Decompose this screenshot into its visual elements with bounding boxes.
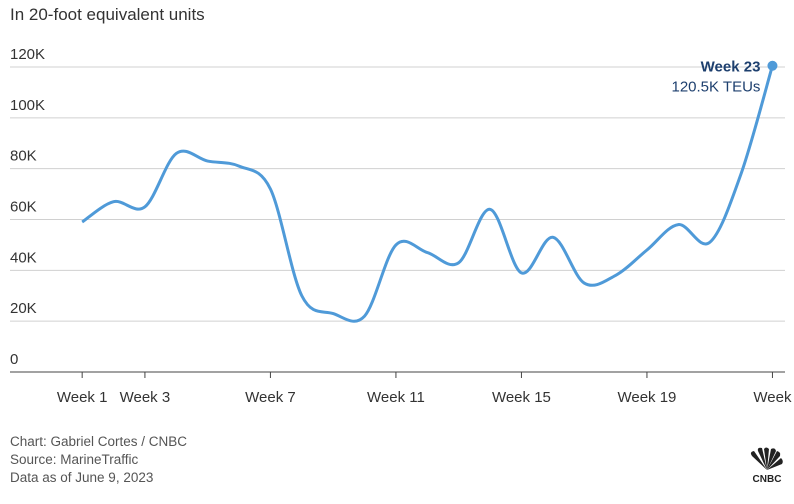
y-tick-label: 40K	[10, 249, 37, 266]
y-tick-label: 80K	[10, 148, 37, 165]
end-point	[767, 60, 778, 71]
y-tick-label: 20K	[10, 300, 37, 317]
footer-line: Chart: Gabriel Cortes / CNBC	[10, 434, 187, 449]
x-tick-label: Week 1	[57, 389, 108, 406]
y-tick-label: 0	[10, 351, 18, 368]
x-tick-label: Week 7	[245, 389, 296, 406]
line	[81, 65, 774, 323]
logo-text: CNBC	[753, 474, 782, 485]
y-tick-label: 60K	[10, 199, 37, 216]
x-tick-label: Week 11	[367, 389, 425, 406]
x-tick-label: Week	[753, 389, 792, 406]
annotation-title: Week 23	[701, 59, 761, 76]
x-tick-label: Week 3	[120, 389, 171, 406]
footer-line: Source: MarineTraffic	[10, 452, 139, 467]
x-tick-label: Week 15	[492, 389, 551, 406]
logo: CNBC	[750, 447, 783, 485]
x-tick-label: Week 19	[617, 389, 676, 406]
footer-line: Data as of June 9, 2023	[10, 470, 153, 485]
y-tick-label: 120K	[10, 46, 45, 63]
y-tick-label: 100K	[10, 97, 45, 114]
annotation-text: 120.5K TEUs	[671, 79, 760, 96]
chart-subtitle: In 20-foot equivalent units	[10, 5, 205, 24]
